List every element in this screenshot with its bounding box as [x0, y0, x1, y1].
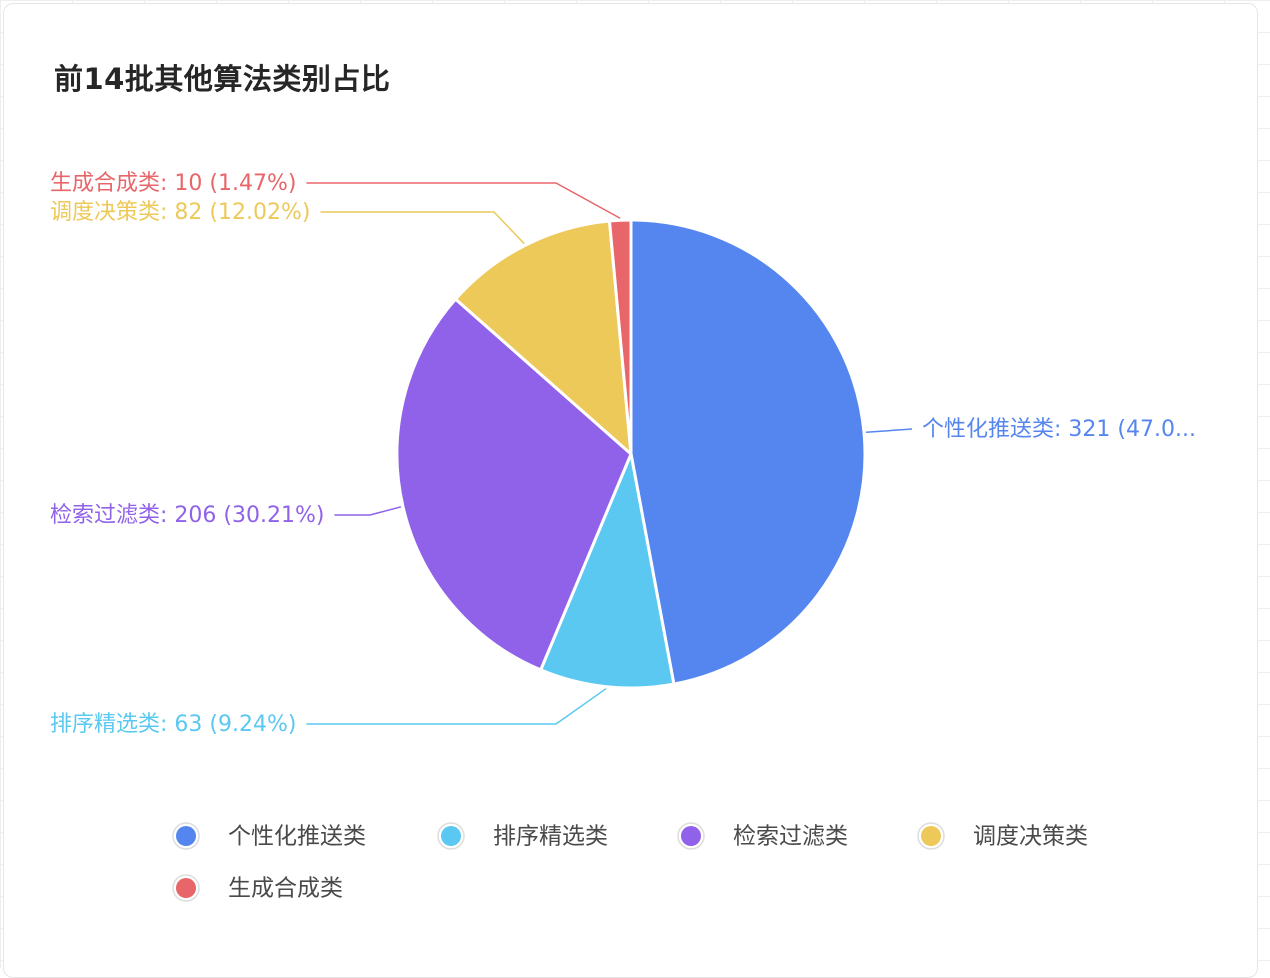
- slice-label-4: 调度决策类: 82 (12.02%): [50, 200, 310, 225]
- legend-label: 生成合成类: [228, 876, 343, 902]
- pie-slice-5[interactable]: [607, 218, 633, 456]
- leader-line-5: [306, 182, 621, 219]
- leader-line-3: [334, 506, 402, 516]
- legend-item-5[interactable]: 生成合成类: [172, 874, 343, 902]
- legend-item-4[interactable]: 调度决策类: [917, 822, 1088, 850]
- slice-label-2: 排序精选类: 63 (9.24%): [50, 712, 296, 737]
- legend-marker: [681, 826, 701, 846]
- legend-label: 检索过滤类: [733, 824, 848, 850]
- pie-slice-1[interactable]: [629, 218, 867, 686]
- legend-item-3[interactable]: 检索过滤类: [677, 822, 848, 850]
- legend-label: 排序精选类: [493, 824, 608, 850]
- leader-line-2: [306, 688, 607, 725]
- legend-item-2[interactable]: 排序精选类: [437, 822, 608, 850]
- legend-label: 调度决策类: [973, 824, 1088, 850]
- pie-slice-4[interactable]: [454, 219, 633, 456]
- legend-marker: [176, 878, 196, 898]
- legend-marker: [441, 826, 461, 846]
- slice-label-1: 个性化推送类: 321 (47.0...: [922, 417, 1196, 442]
- leader-line-4: [320, 211, 525, 245]
- legend-label: 个性化推送类: [228, 824, 366, 850]
- slice-label-5: 生成合成类: 10 (1.47%): [50, 171, 296, 196]
- chart-card: 前14批其他算法类别占比: [3, 3, 1258, 978]
- legend-item-1[interactable]: 个性化推送类: [172, 822, 366, 850]
- slice-label-3: 检索过滤类: 206 (30.21%): [50, 503, 324, 528]
- legend-marker: [176, 826, 196, 846]
- leader-line-1: [865, 428, 913, 434]
- pie-slice-3[interactable]: [395, 297, 633, 672]
- legend-marker: [921, 826, 941, 846]
- pie-slice-2[interactable]: [539, 452, 676, 690]
- chart-title: 前14批其他算法类别占比: [54, 62, 391, 96]
